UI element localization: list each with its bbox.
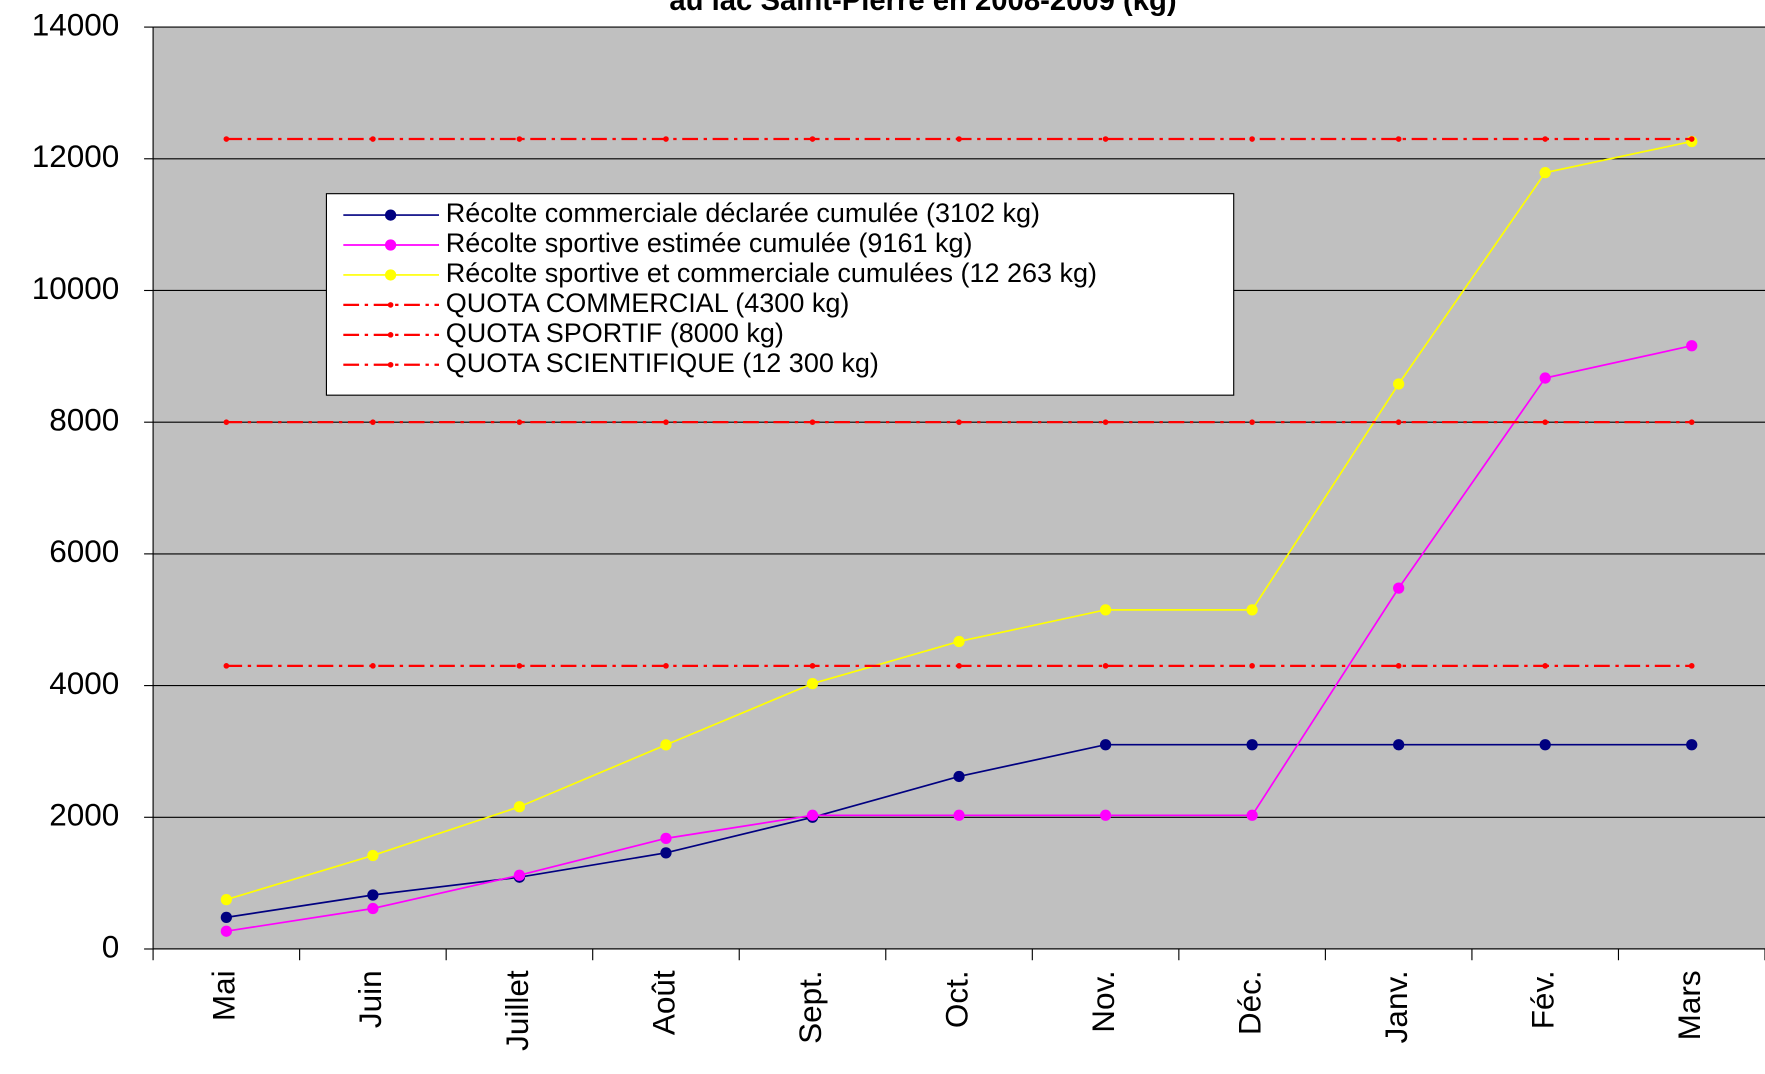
x-tick-label: Oct. [938, 970, 974, 1028]
series-marker [956, 136, 962, 142]
series-marker [367, 849, 379, 862]
series-marker [223, 136, 230, 142]
legend-label: Récolte commerciale déclarée cumulée (31… [446, 198, 1040, 228]
y-tick-label: 2000 [49, 797, 119, 833]
series-marker [809, 419, 816, 425]
legend-marker [384, 269, 397, 281]
series-marker [1539, 372, 1551, 384]
legend-marker [384, 209, 397, 221]
series-marker [1099, 739, 1112, 751]
series-marker [367, 889, 379, 901]
legend-label: QUOTA SCIENTIFIQUE (12 300 kg) [446, 348, 879, 378]
series-marker [1249, 663, 1255, 669]
series-marker [660, 739, 672, 751]
series-marker [1246, 739, 1258, 751]
series-marker [513, 801, 526, 813]
series-marker [663, 419, 669, 425]
series-marker [663, 663, 669, 669]
x-tick-label: Mai [206, 970, 242, 1021]
series-marker [516, 136, 523, 142]
series-marker [1393, 739, 1405, 751]
y-tick-label: 10000 [32, 270, 120, 306]
x-tick-label: Janv. [1378, 970, 1414, 1043]
series-marker [660, 847, 672, 859]
series-marker [367, 902, 379, 915]
series-marker [1393, 378, 1405, 390]
series-marker [1542, 136, 1549, 142]
series-marker [370, 419, 376, 425]
series-marker [513, 869, 526, 881]
series-marker [1688, 663, 1695, 669]
series-marker [1099, 604, 1112, 616]
series-marker [1102, 136, 1109, 142]
series-marker [1249, 419, 1255, 425]
series-marker [660, 832, 672, 844]
series-marker [1539, 739, 1551, 751]
x-tick-label: Juin [352, 970, 388, 1028]
series-marker [223, 419, 230, 425]
series-marker [370, 136, 376, 142]
series-marker [1102, 663, 1109, 669]
series-marker [953, 809, 965, 821]
series-marker [223, 663, 230, 669]
x-tick-label: Fév. [1525, 970, 1561, 1029]
series-marker [956, 663, 962, 669]
series-marker [516, 419, 523, 425]
series-marker [1395, 663, 1402, 669]
series-marker [1542, 663, 1549, 669]
plot-area [153, 27, 1765, 949]
x-tick-label: Juillet [499, 970, 535, 1051]
x-tick-label: Nov. [1085, 970, 1121, 1032]
series-marker [516, 663, 523, 669]
series-marker [1395, 136, 1402, 142]
series-marker [1686, 739, 1698, 751]
series-marker [953, 635, 965, 648]
legend-marker [384, 239, 397, 251]
legend-label: QUOTA COMMERCIAL (4300 kg) [446, 288, 850, 318]
y-tick-label: 6000 [49, 533, 119, 569]
legend-label: Récolte sportive et commerciale cumulées… [446, 258, 1097, 288]
series-marker [1102, 419, 1109, 425]
series-marker [806, 677, 819, 690]
series-marker [956, 419, 962, 425]
series-marker [1246, 809, 1258, 821]
series-marker [806, 809, 819, 821]
legend-marker [387, 332, 394, 338]
series-marker [809, 136, 816, 142]
series-marker [220, 911, 232, 924]
series-marker [1688, 419, 1695, 425]
series-marker [370, 663, 376, 669]
series-marker [1542, 419, 1549, 425]
y-tick-label: 14000 [32, 6, 120, 42]
y-tick-label: 12000 [32, 138, 120, 174]
series-marker [1249, 136, 1255, 142]
series-marker [1539, 166, 1551, 179]
legend-label: Récolte sportive estimée cumulée (9161 k… [446, 228, 973, 258]
legend-label: QUOTA SPORTIF (8000 kg) [446, 318, 784, 348]
x-tick-label: Août [645, 970, 681, 1035]
series-marker [1688, 136, 1695, 142]
series-marker [809, 663, 816, 669]
series-marker [663, 136, 669, 142]
y-tick-label: 0 [102, 928, 120, 964]
y-tick-label: 4000 [49, 665, 119, 701]
series-marker [1395, 419, 1402, 425]
series-marker [220, 925, 232, 937]
series-marker [1393, 582, 1405, 594]
series-marker [1246, 604, 1258, 616]
x-tick-label: Mars [1671, 970, 1707, 1040]
x-tick-label: Sept. [792, 970, 828, 1044]
series-marker [220, 893, 232, 906]
chart-title: au lac Saint-Pierre en 2008-2009 (kg) [669, 0, 1176, 17]
series-marker [1686, 340, 1698, 352]
y-tick-label: 8000 [49, 402, 119, 438]
series-marker [953, 770, 965, 783]
series-marker [1099, 809, 1112, 821]
legend-box [325, 193, 1235, 396]
legend-marker [387, 361, 394, 368]
legend-marker [387, 302, 394, 308]
x-tick-label: Déc. [1231, 970, 1267, 1035]
